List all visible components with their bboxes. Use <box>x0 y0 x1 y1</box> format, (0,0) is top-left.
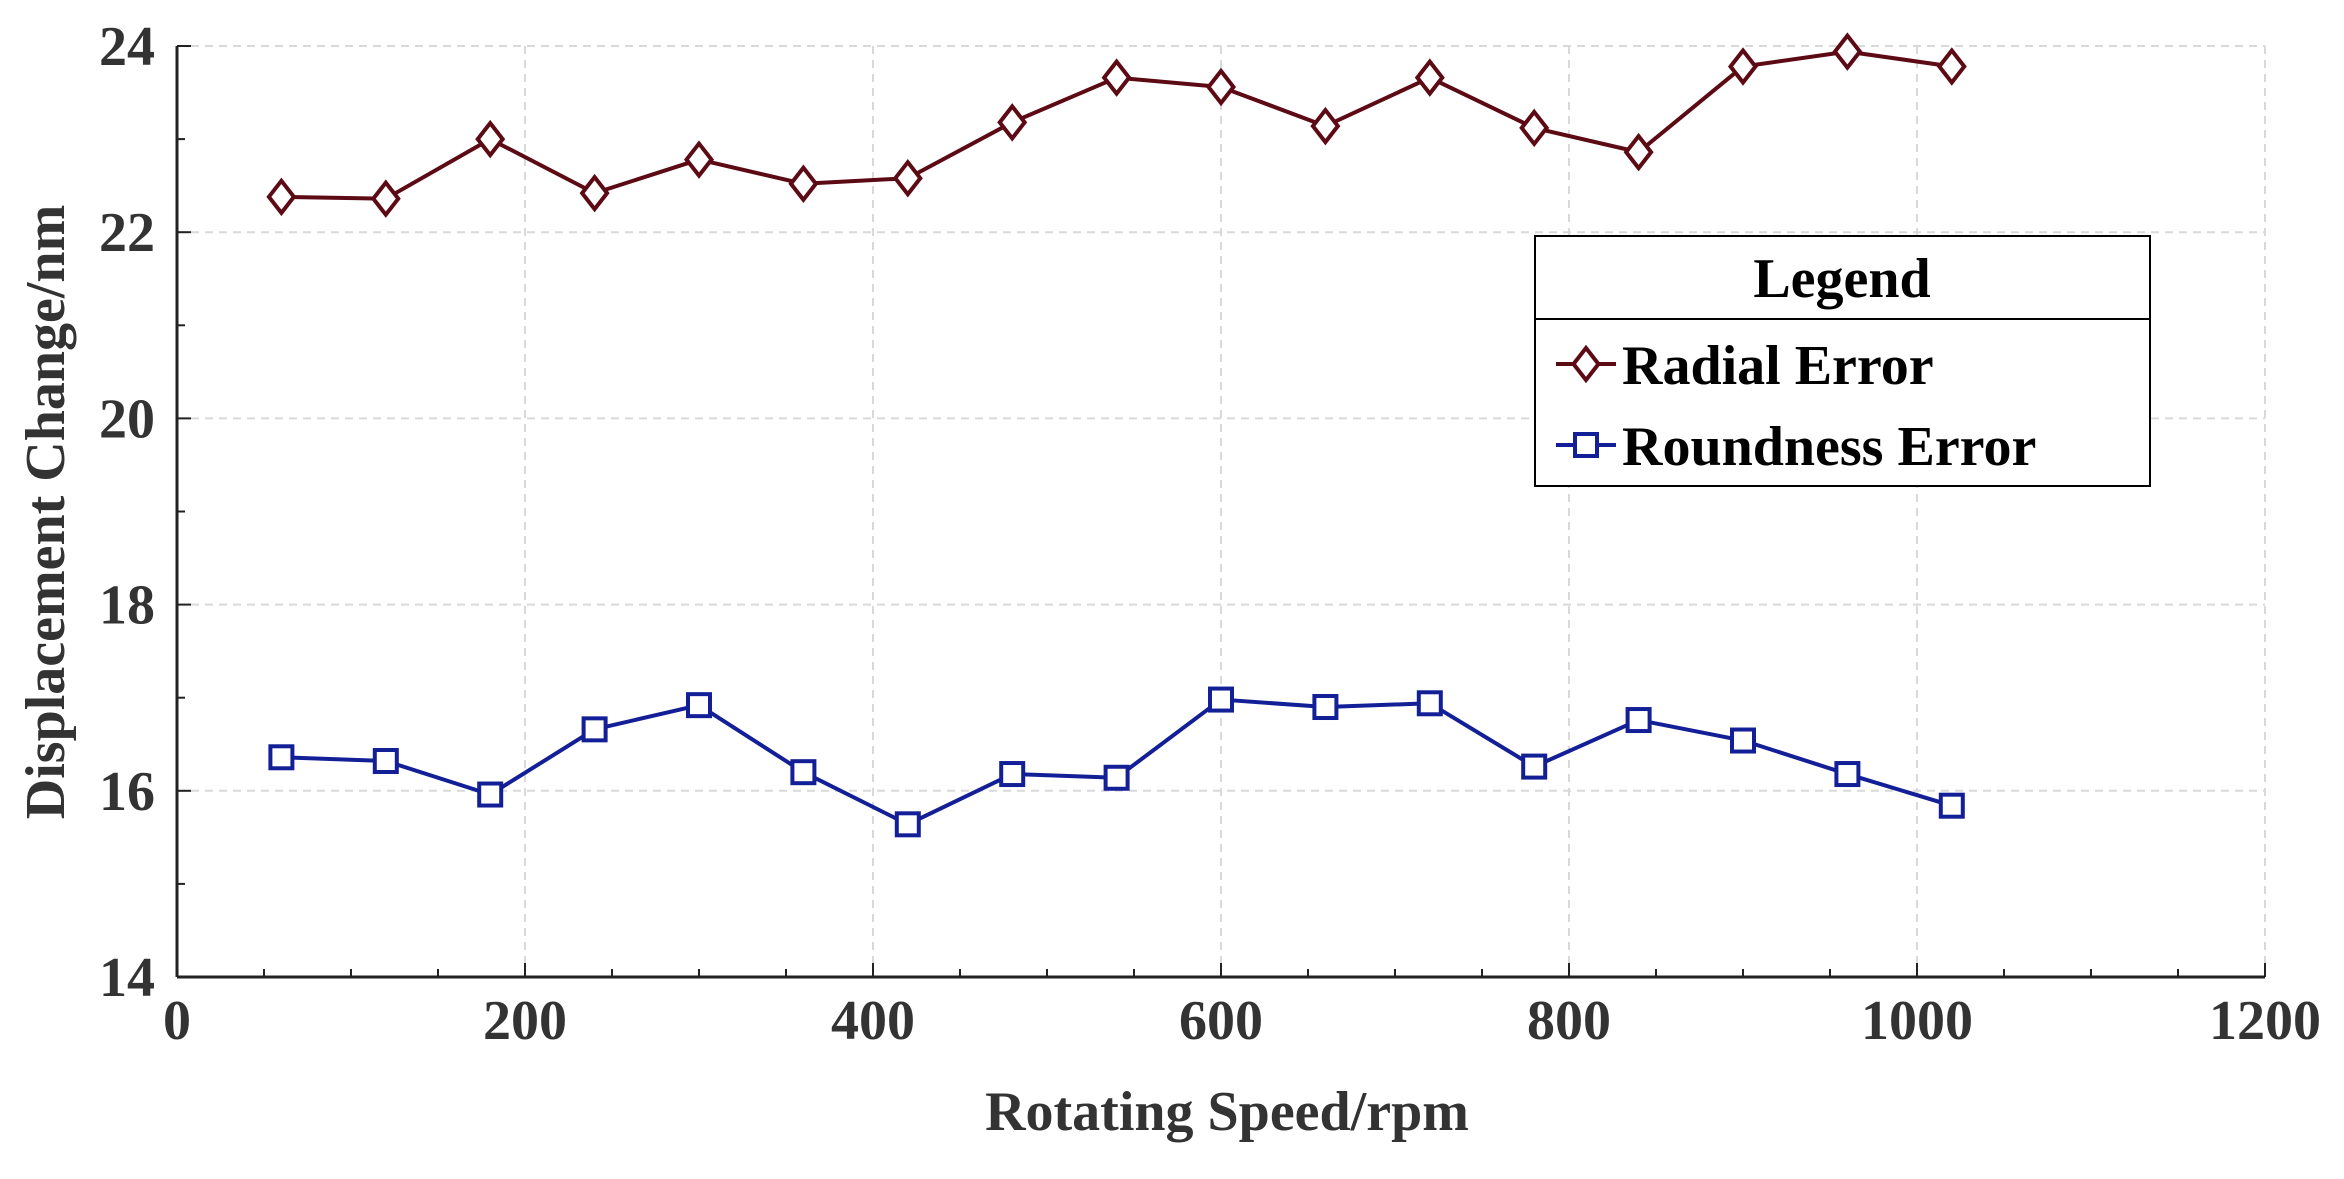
grid <box>177 45 2266 977</box>
x-tick-label: 600 <box>1179 990 1263 1052</box>
data-point <box>892 158 923 198</box>
x-tick-label: 1000 <box>1861 990 1973 1052</box>
legend: Legend Radial Error Roundness Error <box>1534 235 2151 487</box>
y-tick-label: 24 <box>99 16 155 78</box>
data-point <box>686 692 712 719</box>
tick-labels: 0 200 400 600 800 1000 1200 14 16 18 20 22 24 <box>99 16 2321 1052</box>
data-point <box>372 748 399 775</box>
data-point <box>1623 132 1654 172</box>
x-tick-label: 0 <box>163 990 191 1052</box>
legend-label: Roundness Error <box>1622 416 2036 478</box>
y-tick-label: 16 <box>99 761 155 823</box>
data-point <box>475 119 506 159</box>
legend-diamond-marker <box>1570 344 1602 384</box>
data-point <box>579 173 610 213</box>
data-point <box>1519 108 1550 148</box>
series-roundness-error <box>268 686 1965 838</box>
data-point <box>790 759 817 786</box>
series-line <box>281 697 1953 827</box>
x-tick-label: 400 <box>831 990 915 1052</box>
data-point <box>1938 792 1965 819</box>
data-point <box>1205 67 1237 107</box>
data-point <box>1625 707 1652 734</box>
x-tick-label: 1200 <box>2209 990 2321 1052</box>
data-point <box>1310 106 1341 146</box>
series-radial-error <box>266 32 1967 218</box>
data-point <box>997 103 1028 142</box>
legend-label: Radial Error <box>1622 335 1934 397</box>
data-point <box>683 140 715 179</box>
y-tick-label: 22 <box>99 202 155 264</box>
data-point <box>1103 764 1130 791</box>
y-axis-title: Displacement Change/nm <box>15 205 77 819</box>
data-point <box>788 164 819 204</box>
legend-square-marker <box>1573 432 1599 458</box>
data-point <box>268 744 295 771</box>
data-point <box>266 177 297 217</box>
data-point <box>1730 727 1756 754</box>
data-point <box>1936 47 1967 86</box>
data-point <box>1208 686 1234 713</box>
data-series <box>266 32 1967 838</box>
data-point <box>477 781 504 808</box>
x-axis-title: Rotating Speed/rpm <box>985 1081 1469 1143</box>
axes <box>175 45 2266 979</box>
data-point <box>370 179 401 218</box>
data-point <box>1416 690 1443 717</box>
data-point <box>894 811 921 838</box>
y-tick-label: 14 <box>99 947 155 1009</box>
data-point <box>581 716 608 743</box>
data-point <box>1312 694 1339 721</box>
data-point <box>1101 58 1132 97</box>
x-tick-label: 800 <box>1527 990 1611 1052</box>
legend-entries: Radial Error Roundness Error <box>1556 335 2036 478</box>
legend-title: Legend <box>1753 248 1930 310</box>
data-point <box>1832 32 1863 71</box>
data-point <box>1834 761 1861 788</box>
y-tick-label: 18 <box>99 575 155 637</box>
x-tick-label: 200 <box>483 990 567 1052</box>
data-point <box>1521 753 1548 780</box>
data-point <box>999 761 1026 788</box>
data-point <box>1414 58 1445 97</box>
legend-box <box>1534 235 2151 487</box>
y-tick-label: 20 <box>99 388 155 450</box>
data-point <box>1727 47 1759 86</box>
